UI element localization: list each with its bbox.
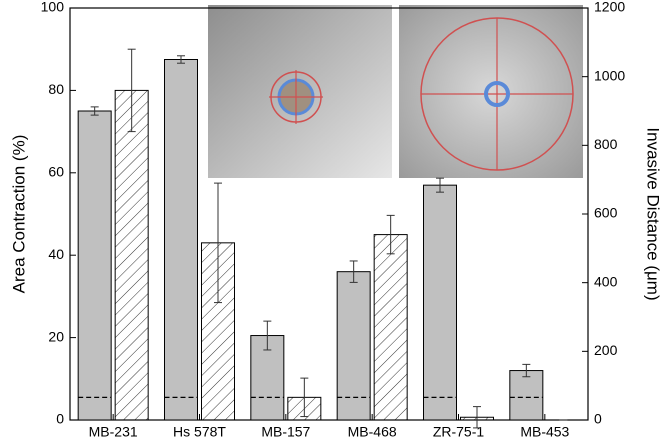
- inset-images: [208, 5, 583, 178]
- x-tick-label: MB-231: [89, 424, 138, 440]
- x-tick-label: MB-157: [261, 424, 310, 440]
- y-tick-label: 20: [48, 328, 64, 344]
- y-tick-label: 40: [48, 246, 64, 262]
- y2-tick-label: 0: [594, 411, 602, 427]
- bar: [509, 370, 544, 421]
- x-tick-label: Hs 578T: [173, 424, 226, 440]
- y2-axis-title: Invasive Distance (μm): [644, 127, 663, 300]
- inset-image: [399, 5, 583, 178]
- y2-tick-label: 1200: [594, 0, 625, 15]
- y-tick-label: 100: [41, 0, 65, 15]
- y-axis-title: Area Contraction (%): [9, 135, 28, 294]
- y2-tick-label: 400: [594, 273, 618, 289]
- x-tick-label: ZR-75-1: [433, 424, 485, 440]
- bar: [164, 59, 198, 421]
- bar: [77, 110, 112, 421]
- y-tick-label: 60: [48, 164, 64, 180]
- y-tick-label: 80: [48, 81, 64, 97]
- bar: [336, 271, 371, 421]
- y2-tick-label: 1000: [594, 67, 625, 83]
- bar: [114, 89, 149, 421]
- x-tick-label: MB-468: [348, 424, 397, 440]
- y2-tick-label: 200: [594, 342, 618, 358]
- x-tick-label: MB-453: [520, 424, 569, 440]
- bar: [423, 184, 457, 421]
- y2-tick-label: 600: [594, 205, 618, 221]
- bar: [250, 335, 285, 421]
- y-tick-label: 0: [56, 411, 64, 427]
- y2-tick-label: 800: [594, 136, 618, 152]
- bar: [373, 234, 408, 421]
